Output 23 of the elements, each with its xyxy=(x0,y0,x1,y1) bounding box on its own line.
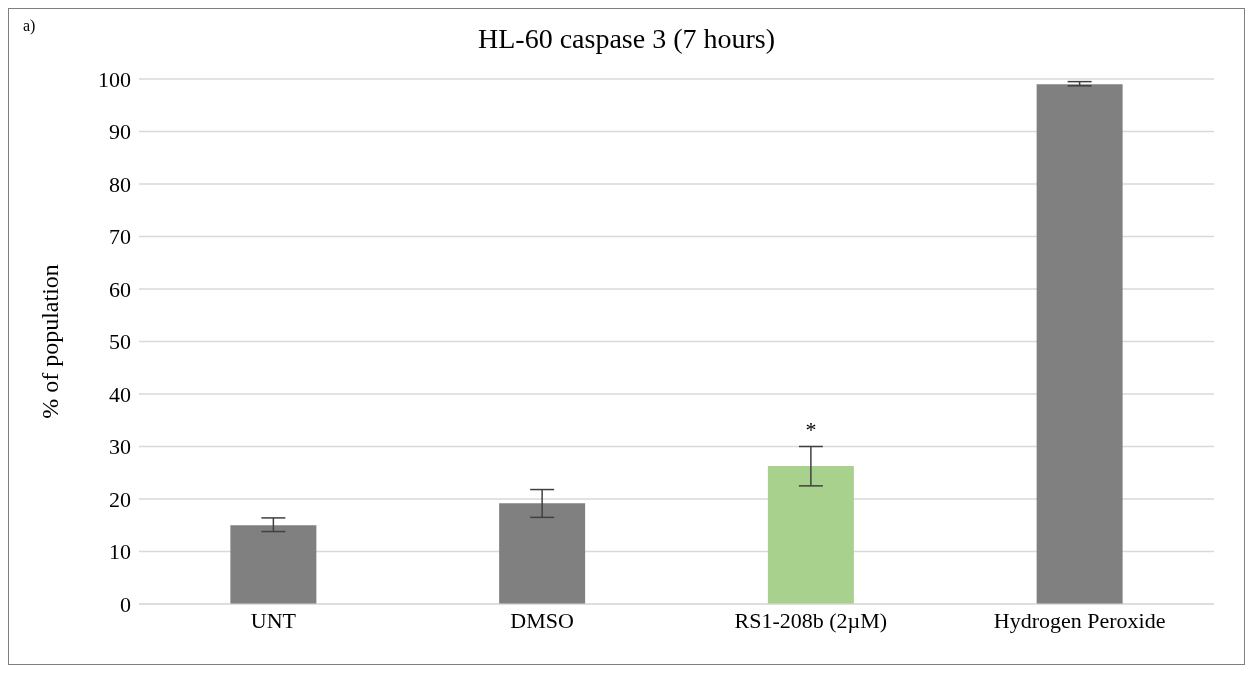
y-tick-label: 60 xyxy=(109,276,131,302)
text: a) xyxy=(23,17,36,35)
y-tick-label: 70 xyxy=(109,224,131,250)
y-tick-label: 20 xyxy=(109,486,131,512)
bar xyxy=(1036,84,1123,604)
x-tick-label: DMSO xyxy=(510,607,574,633)
bar xyxy=(230,525,317,604)
y-tick-label: 0 xyxy=(120,591,131,617)
annotation: * xyxy=(805,416,817,442)
y-axis-title: % of population xyxy=(36,264,63,419)
x-tick-label: Hydrogen Peroxide xyxy=(993,607,1166,633)
y-tick-label: 30 xyxy=(109,434,131,460)
chart-title: HL-60 caspase 3 (7 hours) xyxy=(477,23,776,54)
bar xyxy=(499,503,586,604)
bar xyxy=(767,465,854,604)
y-tick-label: 100 xyxy=(98,66,131,92)
x-tick-label: RS1-208b (2µM) xyxy=(734,607,888,633)
y-tick-label: 90 xyxy=(109,119,131,145)
y-tick-label: 80 xyxy=(109,171,131,197)
x-tick-label: UNT xyxy=(250,607,297,633)
y-tick-label: 10 xyxy=(109,539,131,565)
y-tick-label: 40 xyxy=(109,381,131,407)
y-tick-label: 50 xyxy=(109,329,131,355)
